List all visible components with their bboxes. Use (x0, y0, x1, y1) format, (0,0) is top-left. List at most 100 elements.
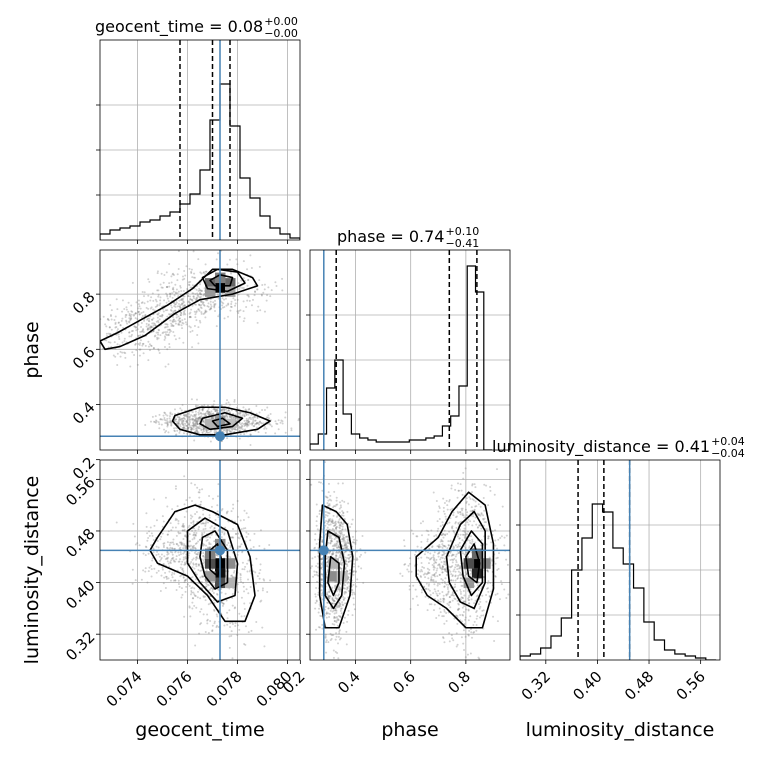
panel-geocent-time-vs-phase-sample (183, 304, 186, 307)
panel-geocent-time-vs-phase-sample (139, 334, 142, 337)
panel-geocent-time-vs-luminosity-distance-sample (199, 569, 202, 572)
panel-geocent-time-vs-phase-sample (197, 293, 200, 296)
panel-geocent-time-vs-luminosity-distance-sample (180, 541, 183, 544)
panel-geocent-time-vs-luminosity-distance-sample (148, 534, 151, 537)
panel-geocent-time-vs-luminosity-distance-sample (193, 551, 196, 554)
panel-geocent-time-vs-luminosity-distance-sample (243, 568, 246, 571)
panel-geocent-time-vs-luminosity-distance-sample (183, 503, 186, 506)
panel-phase-vs-luminosity-distance-sample (486, 587, 489, 590)
panel-geocent-time-vs-phase-sample (105, 335, 108, 338)
panel-phase-vs-luminosity-distance-sample (425, 529, 428, 532)
panel-geocent-time-vs-phase-sample (164, 431, 167, 434)
panel-phase-vs-luminosity-distance-sample (414, 550, 417, 553)
panel-phase-vs-luminosity-distance-sample (463, 600, 466, 603)
panel-geocent-time-vs-phase-sample (191, 329, 194, 332)
panel-geocent-time-vs-phase-sample (156, 289, 159, 292)
panel-geocent-time-vs-phase-sample (236, 411, 239, 414)
panel-phase-vs-luminosity-distance-sample (482, 609, 485, 612)
panel-geocent-time-vs-phase-sample (251, 298, 254, 301)
panel-phase-vs-luminosity-distance-sample (338, 507, 341, 510)
panel-geocent-time-vs-phase-sample (241, 428, 244, 431)
panel-geocent-time-vs-phase-sample (192, 418, 195, 421)
panel-geocent-time-vs-luminosity-distance-sample (192, 544, 195, 547)
panel-geocent-time-vs-luminosity-distance-sample (183, 561, 186, 564)
panel-geocent-time-vs-phase-sample (139, 348, 142, 351)
panel-geocent-time-vs-phase-sample (191, 276, 194, 279)
panel-phase-vs-luminosity-distance-sample (443, 585, 446, 588)
panel-phase-vs-luminosity-distance-sample (469, 510, 472, 513)
panel-geocent-time-vs-phase-sample (244, 424, 247, 427)
panel-geocent-time-vs-phase-sample (161, 418, 164, 421)
panel-geocent-time-vs-phase-sample (197, 426, 200, 429)
panel-phase-vs-luminosity-distance-sample (442, 551, 445, 554)
panel-phase-vs-luminosity-distance-sample (333, 545, 336, 548)
panel-geocent-time-vs-phase-sample (201, 432, 204, 435)
phase-y-tick-label: 0.8 (69, 288, 99, 318)
panel-geocent-time-vs-phase-sample (134, 317, 137, 320)
panel-phase-vs-luminosity-distance-sample (334, 521, 337, 524)
panel-phase-vs-luminosity-distance-sample (452, 529, 455, 532)
panel-phase-vs-luminosity-distance-sample (445, 518, 448, 521)
panel-geocent-time-vs-phase-sample (163, 299, 166, 302)
panel-phase-vs-luminosity-distance-sample (320, 584, 323, 587)
panel-phase-vs-luminosity-distance-sample (430, 576, 433, 579)
panel-geocent-time-vs-phase-sample (236, 263, 239, 266)
panel-geocent-time-vs-phase-sample (180, 311, 183, 314)
panel-geocent-time-vs-phase-sample (135, 326, 138, 329)
panel-geocent-time-vs-phase-sample (147, 327, 150, 330)
panel-geocent-time-vs-phase-sample (217, 297, 220, 300)
panel-geocent-time-vs-phase-sample (212, 301, 215, 304)
panel-geocent-time-vs-phase-sample (157, 337, 160, 340)
panel-phase-vs-luminosity-distance-sample (482, 514, 485, 517)
panel-phase-vs-luminosity-distance-sample (454, 521, 457, 524)
panel-geocent-time-vs-phase-sample (134, 326, 137, 329)
title-plus-error: +0.10 (445, 225, 479, 238)
panel-phase-vs-luminosity-distance-sample (455, 561, 458, 564)
panel-geocent-time-vs-phase-sample (169, 419, 172, 422)
panel-phase-vs-luminosity-distance-sample (443, 501, 446, 504)
panel-geocent-time-vs-luminosity-distance-sample (167, 530, 170, 533)
panel-geocent-time-vs-phase-density-cell (205, 418, 216, 430)
panel-phase-vs-luminosity-distance-sample (338, 518, 341, 521)
panel-phase-vs-luminosity-distance-sample (335, 546, 338, 549)
panel-geocent-time-vs-luminosity-distance-sample (255, 557, 258, 560)
panel-geocent-time-vs-luminosity-distance-sample (246, 562, 249, 565)
panel-phase-vs-luminosity-distance-sample (351, 593, 354, 596)
panel-geocent-time-vs-phase-sample (225, 413, 228, 416)
panel-geocent-time-vs-luminosity-distance-sample (245, 531, 248, 534)
panel-geocent-time-vs-phase-sample (255, 422, 258, 425)
panel-geocent-time-vs-phase-sample (185, 415, 188, 418)
panel-phase-vs-luminosity-distance-sample (343, 597, 346, 600)
panel-geocent-time-vs-luminosity-distance-sample (172, 559, 175, 562)
panel-geocent-time-vs-phase-sample (152, 330, 155, 333)
panel-phase-vs-luminosity-distance-sample (455, 526, 458, 529)
panel-geocent-time-vs-phase-sample (163, 345, 166, 348)
panel-phase-vs-luminosity-distance-sample (324, 514, 327, 517)
panel-phase-vs-luminosity-distance-sample (478, 607, 481, 610)
panel-geocent-time-vs-phase-sample (226, 416, 229, 419)
panel-geocent-time-vs-phase-sample (172, 273, 175, 276)
panel-geocent-time-vs-luminosity-distance-samples (115, 475, 272, 660)
panel-geocent-time-vs-phase-sample (297, 417, 300, 420)
panel-geocent-time-vs-phase-sample (174, 303, 177, 306)
panel-phase-vs-luminosity-distance-sample (462, 530, 465, 533)
panel-geocent-time-vs-phase-sample (221, 414, 224, 417)
panel-phase-vs-luminosity-distance-sample (343, 543, 346, 546)
panel-phase-vs-luminosity-distance-sample (471, 538, 474, 541)
panel-phase-vs-luminosity-distance-sample (454, 570, 457, 573)
panel-geocent-time-vs-phase-sample (196, 425, 199, 428)
panel-geocent-time-vs-phase-sample (245, 421, 248, 424)
panel-phase-vs-luminosity-distance-sample (498, 552, 501, 555)
panel-geocent-time-vs-phase-sample (227, 303, 230, 306)
panel-phase-vs-luminosity-distance-sample (442, 536, 445, 539)
panel-geocent-time-vs-phase-sample (110, 328, 113, 331)
panel-phase-vs-luminosity-distance-sample (468, 598, 471, 601)
panel-geocent-time-vs-phase-sample (164, 413, 167, 416)
panel-geocent-time-vs-luminosity-distance-sample (246, 570, 249, 573)
panel-geocent-time-vs-phase-sample (270, 425, 273, 428)
panel-phase-vs-luminosity-distance-sample (331, 610, 334, 613)
panel-phase-vs-luminosity-distance-sample (420, 534, 423, 537)
panel-geocent-time-vs-luminosity-distance-sample (230, 574, 233, 577)
luminosity_distance-x-tick-label: 0.56 (673, 668, 709, 704)
panel-phase-vs-luminosity-distance-sample (334, 522, 337, 525)
